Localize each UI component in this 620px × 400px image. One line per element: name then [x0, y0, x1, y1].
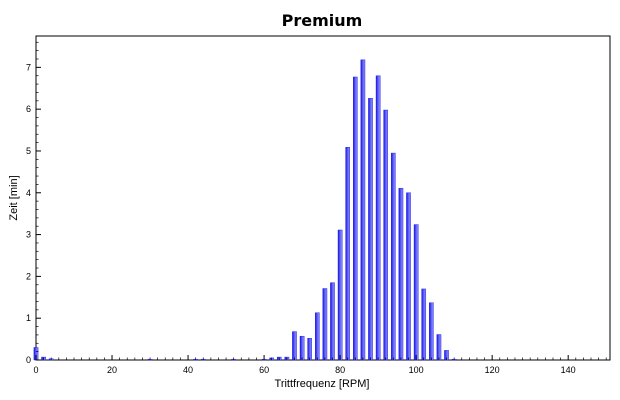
- bar: [375, 75, 381, 361]
- bar: [337, 229, 343, 361]
- bar: [322, 288, 328, 361]
- y-axis-label: Zeit [min]: [8, 175, 20, 220]
- y-axis-ticks: 0 1 2 3 4 5 6 7: [26, 41, 41, 365]
- chart-title: Premium: [282, 11, 363, 30]
- bar: [353, 76, 358, 361]
- bar: [345, 147, 350, 361]
- y-tick-label: 3: [26, 230, 31, 240]
- bar: [307, 338, 312, 361]
- y-tick-label: 1: [26, 313, 31, 323]
- x-tick-label: 40: [183, 365, 193, 375]
- bar: [299, 335, 305, 361]
- x-axis-label: Trittfrequenz [RPM]: [275, 378, 370, 390]
- bar: [421, 288, 427, 361]
- x-axis-ticks: 0 20 40 60 80 100 120 140: [33, 355, 607, 375]
- x-tick-label: 60: [259, 365, 269, 375]
- bar: [436, 334, 442, 361]
- bar: [292, 331, 297, 361]
- x-tick-label: 20: [107, 365, 117, 375]
- bar: [360, 59, 366, 361]
- y-tick-label: 4: [26, 188, 31, 198]
- bars-group: [33, 59, 457, 361]
- y-tick-label: 5: [26, 146, 31, 156]
- x-tick-label: 0: [33, 365, 38, 375]
- bar: [330, 282, 335, 361]
- y-tick-label: 6: [26, 104, 31, 114]
- bar: [429, 302, 434, 361]
- x-tick-label: 140: [561, 365, 576, 375]
- x-tick-label: 80: [335, 365, 345, 375]
- x-tick-label: 100: [409, 365, 424, 375]
- y-tick-label: 7: [26, 62, 31, 72]
- bar: [383, 109, 389, 361]
- bar: [413, 224, 419, 361]
- bar: [315, 312, 320, 361]
- bar: [398, 187, 404, 361]
- y-tick-label: 2: [26, 271, 31, 281]
- x-tick-label: 120: [485, 365, 500, 375]
- bar: [406, 192, 411, 361]
- bar: [368, 98, 373, 361]
- bar: [391, 152, 396, 361]
- y-tick-label: 0: [26, 355, 31, 365]
